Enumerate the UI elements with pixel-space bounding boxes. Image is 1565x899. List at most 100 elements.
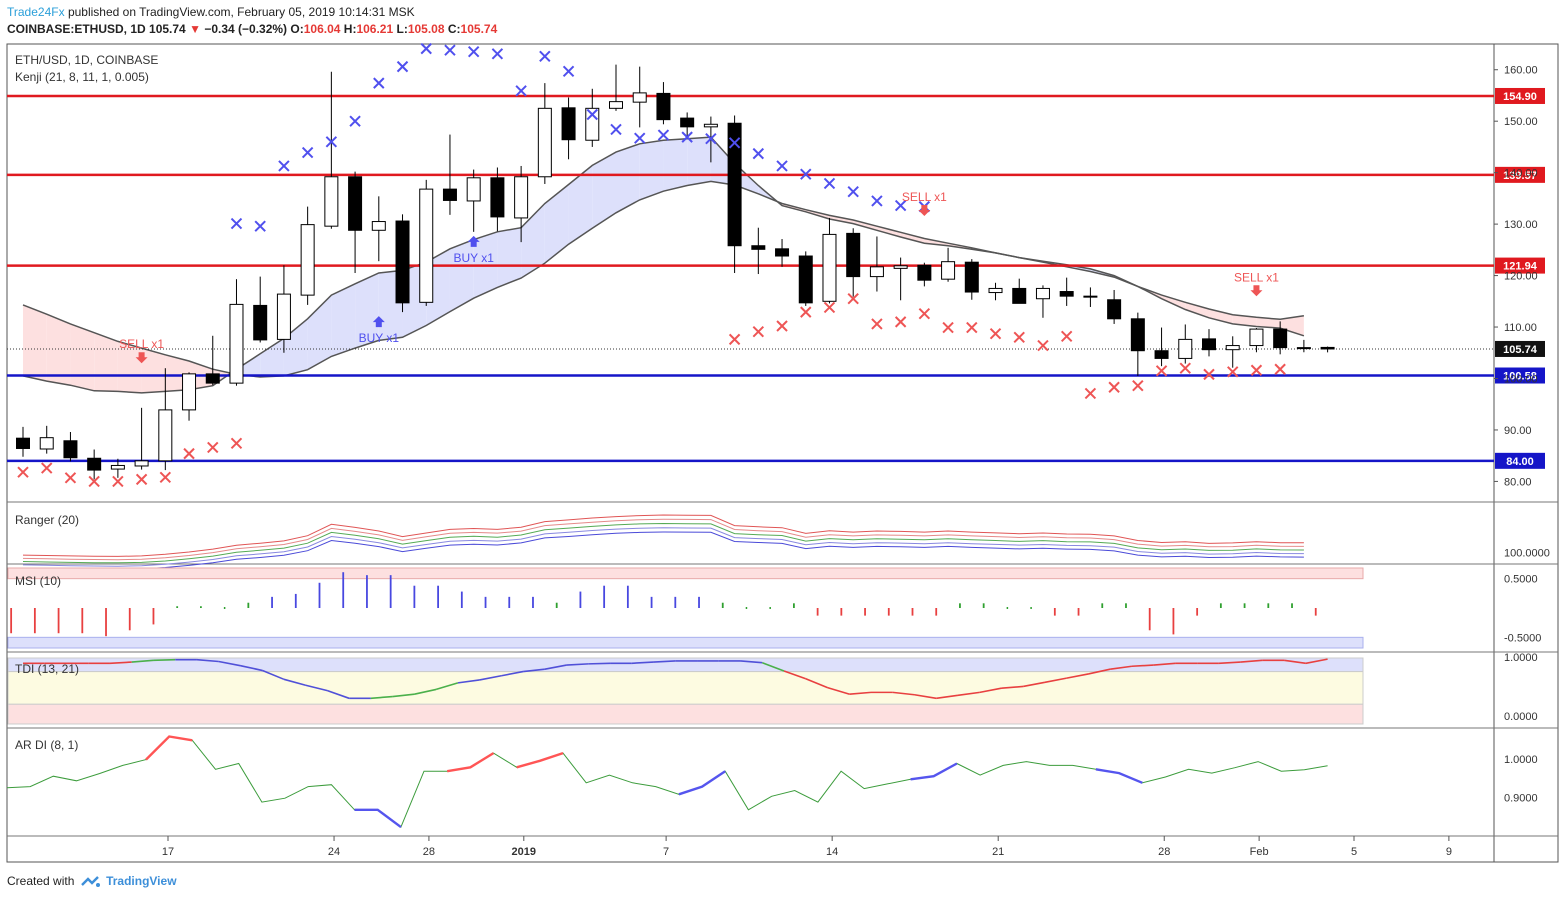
time-axis-label: 9 [1446,846,1452,858]
tdi-line-segment [827,686,850,695]
msi-legend: MSI (10) [15,574,61,588]
resistance-level-tag [1495,166,1545,183]
msi-upper-band [7,567,1364,580]
stop-marker-red [1037,339,1049,352]
tdi-line-segment [240,664,263,672]
stop-marker-red [800,306,812,318]
price-axis-label: 150.00 [1504,116,1538,128]
time-axis-label: 28 [1158,846,1170,858]
stop-marker-red [989,328,1002,340]
time-axis-label: 7 [663,846,669,858]
support-level-tag [1495,452,1545,469]
stop-marker-blue [515,85,527,97]
stop-marker-red [41,462,53,474]
tdi-line-segment [1284,659,1306,665]
level-label: 84.00 [1506,456,1534,468]
close-label: C: [447,22,461,36]
stop-marker-blue [420,42,432,55]
candle-down [1273,328,1288,349]
candle-down [1107,299,1122,320]
kenji-cloud-segment [1256,317,1281,329]
stop-marker-blue [444,44,456,56]
tdi-line-segment [153,658,176,662]
last-price-label: 105.74 [1503,344,1538,356]
ardi-highlight-segment [516,751,564,769]
ranger-line [22,527,1304,567]
stop-marker-blue [634,132,646,144]
stop-marker-red [942,321,954,334]
candle-up [893,265,908,269]
kenji-cloud-segment [117,341,142,393]
stop-marker-blue [776,160,788,172]
kenji-cloud-segment [876,226,901,237]
ranger-axis-label: 100.0000 [1504,547,1550,559]
candle-up [514,176,529,219]
candle-down [87,457,102,471]
stop-marker-red [823,301,836,314]
stop-marker-red [183,447,195,460]
price-axis-label: 90.00 [1504,425,1532,437]
tradingview-brand[interactable]: TradingView [106,874,177,888]
level-label: 139.57 [1503,170,1537,182]
kenji-cloud-segment [141,348,166,393]
high-label: H: [343,22,357,36]
stop-marker-red [1227,366,1239,378]
tdi-line-segment [740,660,763,664]
tdi-line-segment [1023,681,1046,688]
candle-up [632,92,647,103]
stop-marker-red [230,437,243,450]
stop-marker-red [64,472,77,484]
kenji-cloud-segment [497,227,522,288]
ranger-line [22,531,1304,570]
price-axis-label: 100.00 [1504,373,1538,385]
kenji-cloud-segment [616,143,640,213]
footer: Created with TradingView [7,874,177,888]
candle-up [419,188,434,303]
kenji-cloud-segment [23,304,47,382]
tdi-line-segment [1001,685,1024,690]
buy-signal-label: BUY x1 [359,331,400,345]
high-value: 106.21 [356,22,394,36]
tdi-line-segment [196,658,219,663]
candle-down [1083,295,1098,298]
ardi-highlight-segment [447,752,495,773]
kenji-cloud-segment [829,215,854,224]
tdi-line-segment [327,689,350,700]
candle-up [988,287,1003,294]
ranger-line [22,514,1304,557]
stop-marker-red [112,475,124,488]
stop-marker-blue [301,146,314,159]
tdi-line-segment [435,682,459,691]
candle-up [1035,287,1050,300]
candle-down [395,220,410,304]
stop-marker-blue [467,46,480,58]
author-name[interactable]: Trade24Fx [7,5,65,19]
tdi-line-segment [1110,665,1133,671]
tdi-line-segment [936,694,959,700]
stop-marker-red [1013,331,1025,344]
stop-marker-blue [657,129,670,141]
stop-marker-blue [800,168,812,180]
tdi-axis-label: 0.0000 [1504,711,1538,723]
stop-marker-red [1274,363,1286,375]
tdi-line-segment [1153,662,1176,666]
sell-arrow-icon [135,352,148,364]
tdi-line-segment [457,679,480,684]
candle-down [1012,287,1027,304]
chart-frame [6,43,1559,863]
candle-down [16,437,30,449]
stop-marker-blue [705,132,717,145]
candle-down [205,373,220,384]
created-with-text: Created with [7,874,75,888]
kenji-cloud-segment [94,332,118,392]
msi-lower-band [7,636,1364,649]
kenji-cloud-segment [1161,295,1186,310]
open-value: 106.04 [303,22,341,36]
sell-signal-label: SELL x1 [1234,270,1279,284]
buy-arrow-icon [467,235,480,247]
ardi-highlight-segment [678,770,726,796]
candle-down [561,107,576,141]
stop-marker-blue [396,60,409,73]
last-price-tag [1495,340,1545,357]
